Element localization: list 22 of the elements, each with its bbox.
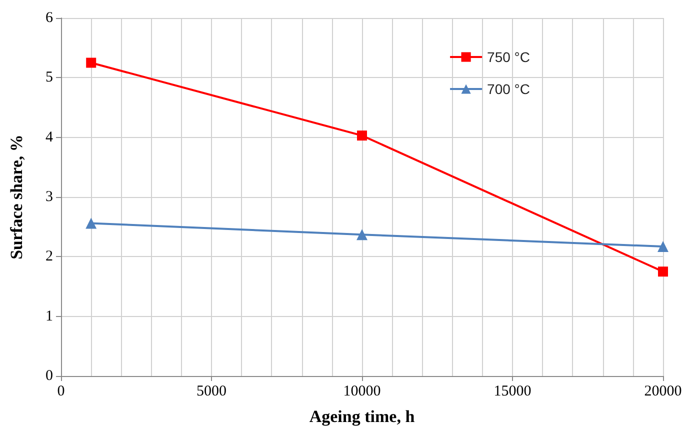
y-tick-label: 3 — [46, 189, 53, 205]
x-tick-label: 10000 — [343, 384, 381, 400]
y-tick-label: 0 — [46, 368, 53, 384]
x-axis-title: Ageing time, h — [309, 407, 416, 426]
y-tick-label: 1 — [46, 308, 53, 324]
point — [357, 130, 367, 141]
legend-label: 750 °C — [487, 49, 530, 65]
y-axis-title: Surface share, % — [7, 134, 26, 260]
y-tick-label: 5 — [46, 70, 53, 86]
x-tick-label: 5000 — [196, 384, 226, 400]
point — [356, 229, 368, 240]
x-tick-label: 15000 — [494, 384, 532, 400]
point — [86, 218, 97, 229]
x-tick-label: 20000 — [644, 384, 682, 400]
y-tick-label: 2 — [46, 248, 53, 265]
point — [658, 266, 668, 277]
y-tick-label: 6 — [46, 10, 54, 26]
point — [86, 58, 96, 68]
legend-label: 700 °C — [487, 81, 530, 97]
x-tick-label: 0 — [57, 384, 65, 400]
point — [658, 241, 668, 252]
y-tick-label: 4 — [46, 129, 54, 146]
